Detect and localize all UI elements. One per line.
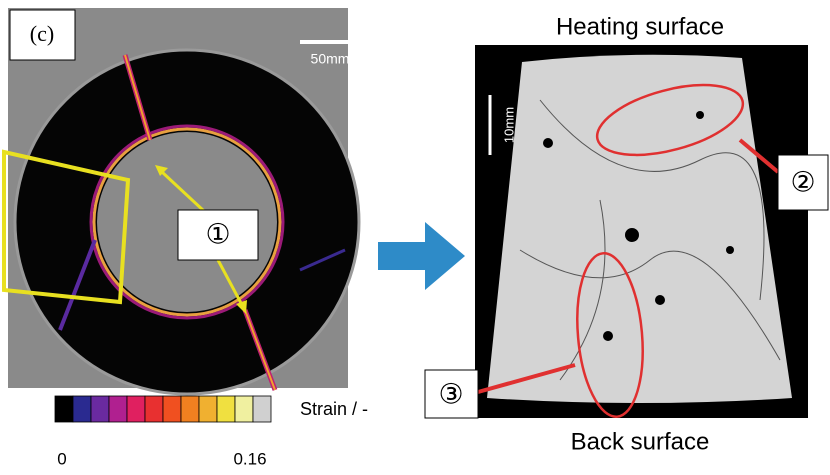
top-label: Heating surface (556, 13, 724, 40)
colorbar-cell (73, 396, 91, 422)
colorbar-cell (199, 396, 217, 422)
colorbar-cell (55, 396, 73, 422)
ct-image: Heating surface 10mm ② ③ Back surface (425, 13, 828, 455)
colorbar-cell (217, 396, 235, 422)
colorbar-cell (235, 396, 253, 422)
strain-map: (c) 50mm ① (4, 8, 360, 394)
arrow (378, 222, 465, 290)
marker: ② (790, 166, 815, 197)
colorbar-cell (109, 396, 127, 422)
colorbar-cell (253, 396, 271, 422)
colorbar-cell (145, 396, 163, 422)
colorbar: Strain / - 0 0.16 (55, 396, 368, 468)
colorbar-cell (91, 396, 109, 422)
colorbar-min: 0 (57, 449, 66, 468)
marker: ① (205, 218, 230, 249)
colorbar-max: 0.16 (233, 449, 266, 468)
bottom-label: Back surface (571, 428, 710, 455)
colorbar-title: Strain / - (300, 399, 368, 419)
panel-label: (c) (30, 21, 54, 46)
colorbar-cell (181, 396, 199, 422)
scale-label: 10mm (501, 107, 516, 143)
colorbar-cell (163, 396, 181, 422)
colorbar-cell (127, 396, 145, 422)
scale-label: 50mm (311, 51, 350, 67)
figure: (c) 50mm ① Heating surface 10mm ② ③ Back… (0, 0, 830, 470)
marker: ③ (438, 378, 463, 409)
